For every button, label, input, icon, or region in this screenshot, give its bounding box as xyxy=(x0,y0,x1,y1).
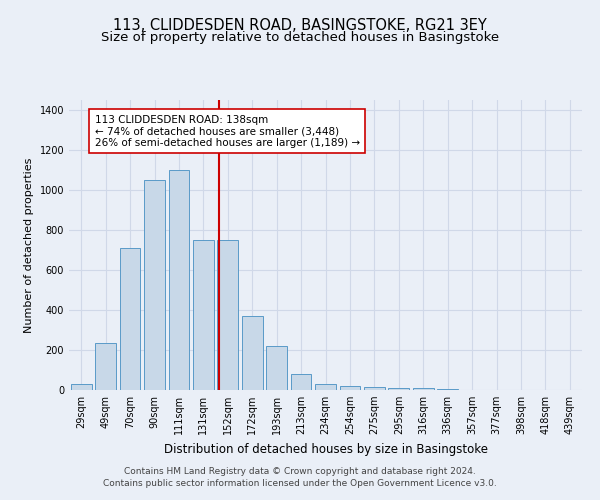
Text: Contains public sector information licensed under the Open Government Licence v3: Contains public sector information licen… xyxy=(103,478,497,488)
Text: 113 CLIDDESDEN ROAD: 138sqm
← 74% of detached houses are smaller (3,448)
26% of : 113 CLIDDESDEN ROAD: 138sqm ← 74% of det… xyxy=(95,114,360,148)
Bar xyxy=(193,240,214,390)
Text: Size of property relative to detached houses in Basingstoke: Size of property relative to detached ho… xyxy=(101,31,499,44)
Bar xyxy=(266,346,287,390)
Bar xyxy=(169,170,190,390)
Bar xyxy=(217,240,238,390)
Bar xyxy=(242,316,263,390)
Bar xyxy=(413,388,434,390)
Bar xyxy=(388,388,409,390)
Y-axis label: Number of detached properties: Number of detached properties xyxy=(24,158,34,332)
Bar xyxy=(315,384,336,390)
Text: 113, CLIDDESDEN ROAD, BASINGSTOKE, RG21 3EY: 113, CLIDDESDEN ROAD, BASINGSTOKE, RG21 … xyxy=(113,18,487,32)
Bar xyxy=(144,180,165,390)
Bar xyxy=(364,387,385,390)
Bar xyxy=(95,343,116,390)
Bar xyxy=(290,374,311,390)
Bar xyxy=(437,389,458,390)
Bar xyxy=(340,386,361,390)
Bar xyxy=(119,248,140,390)
X-axis label: Distribution of detached houses by size in Basingstoke: Distribution of detached houses by size … xyxy=(163,442,487,456)
Text: Contains HM Land Registry data © Crown copyright and database right 2024.: Contains HM Land Registry data © Crown c… xyxy=(124,467,476,476)
Bar xyxy=(71,384,92,390)
